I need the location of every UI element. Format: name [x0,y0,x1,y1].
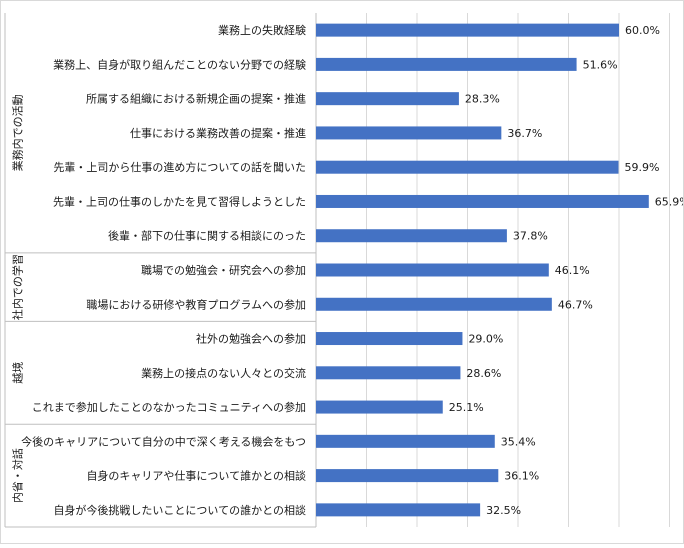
bar [316,263,549,277]
category-label: 先輩・上司の仕事のしかたを見て習得しようとした [53,194,306,208]
data-label: 28.6% [466,367,501,380]
data-label: 59.9% [624,161,659,174]
bar [316,23,619,37]
category-label: これまで参加したことのなかったコミュニティへの参加 [32,400,306,414]
bar [316,194,649,208]
category-label: 社外の勉強会への参加 [196,332,306,346]
data-label: 37.8% [513,230,548,243]
bar [316,297,552,311]
category-labels: 業務上の失敗経験業務上、自身が取り組んだことのない分野での経験所属する組織におけ… [21,23,306,517]
category-label: 仕事における業務改善の提案・推進 [130,126,306,140]
data-label: 60.0% [625,24,660,37]
category-label: 職場での勉強会・研究会への参加 [141,263,306,277]
data-label: 29.0% [468,333,503,346]
category-label: 先輩・上司から仕事の進め方についての話を聞いた [53,160,306,174]
data-label: 65.9% [655,195,683,208]
bar [316,57,577,71]
bar [316,469,499,483]
category-label: 業務上の接点のない人々との交流 [141,366,306,380]
category-label: 所属する組織における新規企画の提案・推進 [86,92,306,106]
data-label: 36.7% [507,127,542,140]
bar [316,434,495,448]
value-labels: 60.0% 51.6% 28.3% 36.7% 59.9% 65.9% 37.8% 46.1%… [449,24,684,517]
bar [316,366,461,380]
bars [316,23,649,517]
category-label: 自身が今後挑戦したいことについての誰かとの相談 [53,503,306,517]
bar [316,126,502,140]
data-label: 25.1% [449,401,484,414]
group-label: 社内での学習 [11,254,25,320]
data-label: 28.3% [465,93,500,106]
category-label: 業務上の失敗経験 [218,23,306,37]
group-label: 越境 [11,362,25,384]
data-label: 51.6% [583,58,618,71]
bar [316,229,507,243]
category-label: 業務上、自身が取り組んだことのない分野での経験 [53,57,306,71]
data-label: 36.1% [504,470,539,483]
data-label: 32.5% [486,504,521,517]
category-label: 自身のキャリアや仕事について誰かとの相談 [86,469,306,483]
bar [316,503,481,517]
bar [316,332,463,346]
group-label: 業務内での活動 [11,94,25,171]
category-label: 今後のキャリアについて自分の中で深く考える機会をもつ [21,434,306,448]
data-label: 46.1% [555,264,590,277]
category-label: 職場における研修や教育プログラムへの参加 [86,297,306,311]
bar [316,160,619,174]
bar [316,92,459,106]
data-label: 35.4% [501,435,536,448]
category-label: 後輩・部下の仕事に関する相談にのった [108,229,306,243]
group-label: 内省・対話 [11,448,25,503]
data-label: 46.7% [558,298,593,311]
bar [316,400,443,414]
